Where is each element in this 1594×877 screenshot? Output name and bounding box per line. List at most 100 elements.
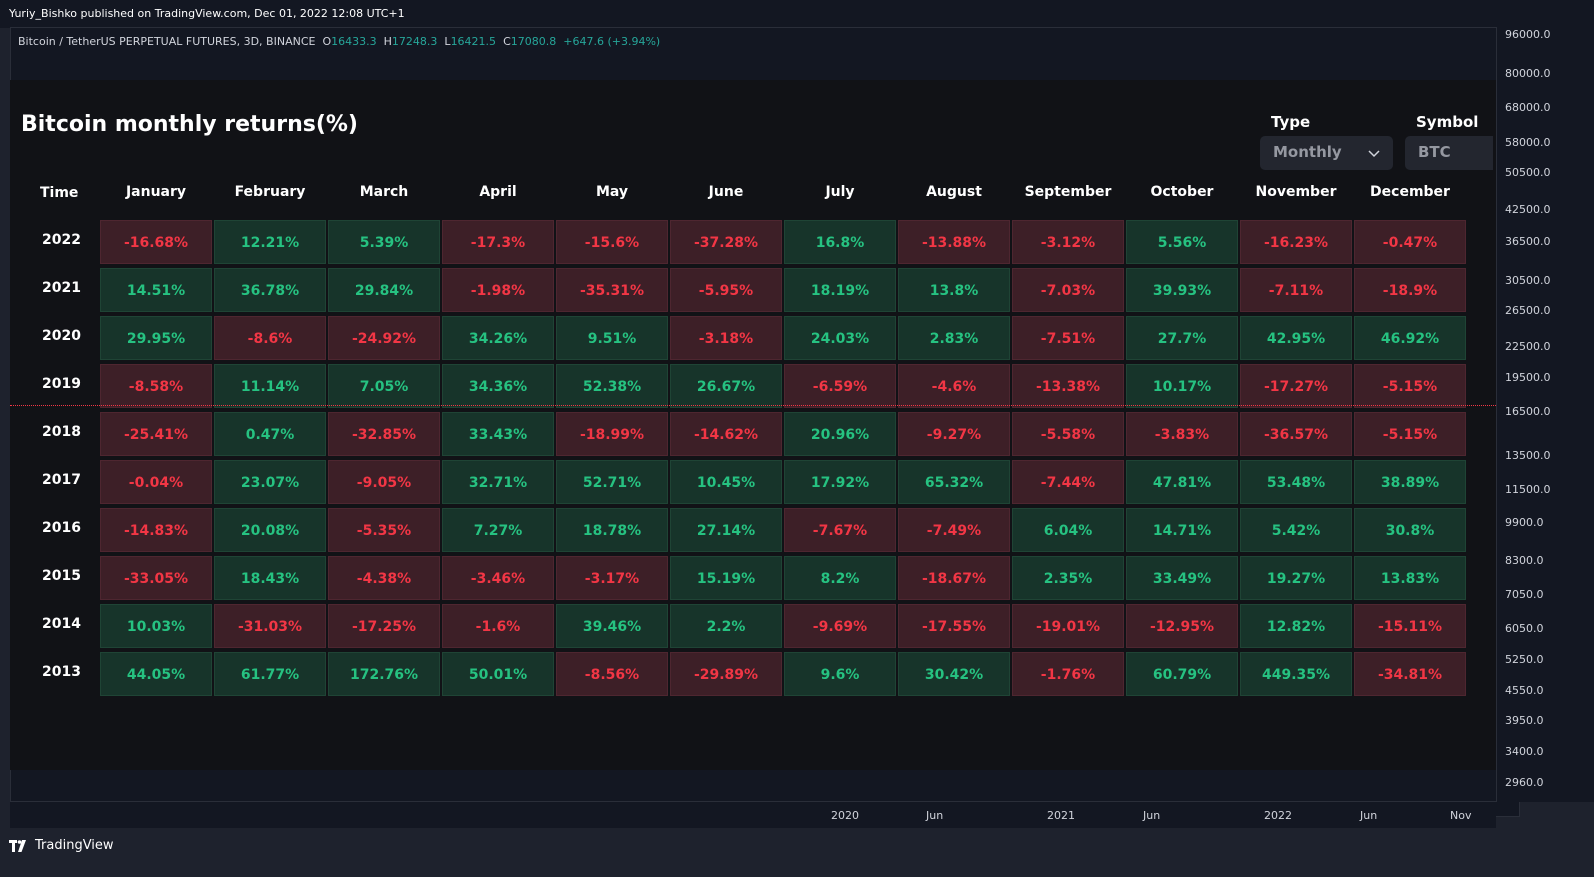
tradingview-logo[interactable]: TradingView [9, 838, 114, 853]
return-cell: 65.32% [898, 460, 1010, 504]
return-cell: 18.78% [556, 508, 668, 552]
return-cell: 13.83% [1354, 556, 1466, 600]
type-select[interactable]: Monthly [1260, 136, 1393, 170]
return-cell: 14.71% [1126, 508, 1238, 552]
return-cell: 10.45% [670, 460, 782, 504]
tradingview-logo-icon [9, 839, 26, 852]
return-cell: 18.19% [784, 268, 896, 312]
price-axis-label: 11500.0 [1505, 483, 1551, 496]
return-cell: -5.15% [1354, 412, 1466, 456]
return-cell: 20.08% [214, 508, 326, 552]
return-cell: 34.26% [442, 316, 554, 360]
return-cell: 27.7% [1126, 316, 1238, 360]
time-axis-label: 2022 [1264, 809, 1292, 822]
return-cell: -5.58% [1012, 412, 1124, 456]
price-axis-label: 22500.0 [1505, 340, 1551, 353]
return-cell: -7.51% [1012, 316, 1124, 360]
return-cell: 19.27% [1240, 556, 1352, 600]
type-label: Type [1271, 113, 1311, 131]
return-cell: 9.51% [556, 316, 668, 360]
return-cell: -7.11% [1240, 268, 1352, 312]
price-axis-label: 19500.0 [1505, 371, 1551, 384]
return-cell: 46.92% [1354, 316, 1466, 360]
low-value: 16421.5 [450, 35, 497, 48]
symbol-input[interactable]: BTC [1405, 136, 1493, 170]
return-cell: -16.23% [1240, 220, 1352, 264]
return-cell: -8.56% [556, 652, 668, 696]
open-value: 16433.3 [331, 35, 377, 48]
return-cell: -34.81% [1354, 652, 1466, 696]
return-cell: 36.78% [214, 268, 326, 312]
price-axis-label: 7050.0 [1505, 588, 1544, 601]
year-label: 2018 [42, 424, 81, 440]
symbol-legend[interactable]: Bitcoin / TetherUS PERPETUAL FUTURES, 3D… [18, 35, 660, 48]
publisher-text: Yuriy_Bishko published on TradingView.co… [9, 7, 405, 20]
return-cell: -4.38% [328, 556, 440, 600]
month-header: February [234, 184, 306, 200]
return-cell: -18.9% [1354, 268, 1466, 312]
return-cell: 61.77% [214, 652, 326, 696]
return-cell: -37.28% [670, 220, 782, 264]
return-cell: -7.67% [784, 508, 896, 552]
return-cell: 60.79% [1126, 652, 1238, 696]
current-price-line [10, 405, 1496, 406]
return-cell: -13.88% [898, 220, 1010, 264]
return-cell: 7.27% [442, 508, 554, 552]
return-cell: -17.25% [328, 604, 440, 648]
table-title: Bitcoin monthly returns(%) [21, 112, 358, 137]
return-cell: 449.35% [1240, 652, 1352, 696]
symbol-name[interactable]: Bitcoin / TetherUS PERPETUAL FUTURES, 3D… [18, 35, 316, 48]
time-axis-label: Nov [1450, 809, 1472, 822]
return-cell: 38.89% [1354, 460, 1466, 504]
top-bar: Yuriy_Bishko published on TradingView.co… [0, 0, 1594, 28]
price-axis-label: 3950.0 [1505, 714, 1544, 727]
year-label: 2021 [42, 280, 81, 296]
return-cell: -24.92% [328, 316, 440, 360]
return-cell: 8.2% [784, 556, 896, 600]
close-value: 17080.8 [510, 35, 557, 48]
return-cell: 32.71% [442, 460, 554, 504]
low-label: L [444, 35, 451, 48]
close-label: C [503, 35, 511, 48]
time-axis[interactable] [10, 801, 1496, 829]
high-label: H [383, 35, 392, 48]
time-column-header: Time [40, 185, 79, 201]
price-axis-label: 5250.0 [1505, 653, 1544, 666]
month-header: July [825, 184, 855, 200]
month-header: December [1370, 184, 1450, 200]
return-cell: -3.17% [556, 556, 668, 600]
return-cell: 27.14% [670, 508, 782, 552]
return-cell: 13.8% [898, 268, 1010, 312]
return-cell: -17.3% [442, 220, 554, 264]
price-axis-label: 96000.0 [1505, 28, 1551, 41]
price-axis-label: 26500.0 [1505, 304, 1551, 317]
price-axis-label: 42500.0 [1505, 203, 1551, 216]
return-cell: 5.42% [1240, 508, 1352, 552]
price-axis-label: 16500.0 [1505, 405, 1551, 418]
month-header: January [125, 184, 187, 200]
return-cell: -9.05% [328, 460, 440, 504]
return-cell: 52.38% [556, 364, 668, 408]
return-cell: 23.07% [214, 460, 326, 504]
return-cell: 18.43% [214, 556, 326, 600]
return-cell: -4.6% [898, 364, 1010, 408]
return-cell: 10.17% [1126, 364, 1238, 408]
price-axis-label: 2960.0 [1505, 776, 1544, 789]
return-cell: -15.11% [1354, 604, 1466, 648]
return-cell: -3.12% [1012, 220, 1124, 264]
return-cell: 44.05% [100, 652, 212, 696]
return-cell: -0.47% [1354, 220, 1466, 264]
return-cell: -29.89% [670, 652, 782, 696]
return-cell: 15.19% [670, 556, 782, 600]
return-cell: -32.85% [328, 412, 440, 456]
month-header: September [1024, 184, 1112, 200]
return-cell: -17.27% [1240, 364, 1352, 408]
return-cell: 2.2% [670, 604, 782, 648]
return-cell: 16.8% [784, 220, 896, 264]
brand-text: TradingView [35, 838, 114, 853]
year-label: 2020 [42, 328, 81, 344]
price-axis-label: 8300.0 [1505, 554, 1544, 567]
return-cell: -16.68% [100, 220, 212, 264]
price-axis[interactable] [1496, 27, 1594, 802]
return-cell: -31.03% [214, 604, 326, 648]
